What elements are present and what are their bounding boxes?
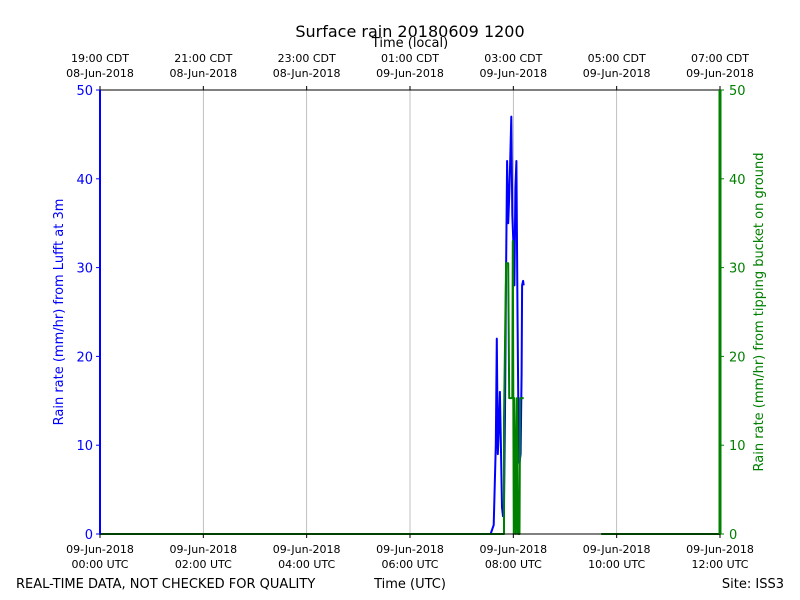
x-axis-top-label: Time (local) — [371, 36, 448, 51]
tipping-bucket-rain-line — [601, 90, 721, 535]
right-y-tick-label: 40 — [729, 173, 746, 188]
top-x-tick-label-time: 21:00 CDT — [174, 52, 232, 65]
axes-layer: 0 0 10 10 20 20 30 30 40 40 50 50 09-Jun-2018 00:00 U… — [66, 52, 754, 571]
site-label: Site: ISS3 — [722, 577, 784, 592]
bottom-x-tick-label-time: 04:00 UTC — [278, 558, 335, 571]
right-y-tick-label: 50 — [729, 84, 746, 99]
bottom-x-tick-label-date: 09-Jun-2018 — [66, 543, 134, 556]
bottom-x-tick-label-date: 09-Jun-2018 — [686, 543, 754, 556]
y-axis-left-label: Rain rate (mm/hr) from Lufft at 3m — [52, 199, 67, 426]
bottom-x-tick-label-date: 09-Jun-2018 — [583, 543, 651, 556]
top-x-tick-label-date: 08-Jun-2018 — [273, 67, 341, 80]
top-x-tick-label-time: 19:00 CDT — [71, 52, 129, 65]
y-axis-right-label: Rain rate (mm/hr) from tipping bucket on… — [752, 153, 767, 472]
left-y-tick-label: 40 — [76, 173, 93, 188]
right-y-tick-label: 10 — [729, 439, 746, 454]
bottom-x-tick-label-date: 09-Jun-2018 — [273, 543, 341, 556]
left-y-tick-label: 20 — [76, 350, 93, 365]
bottom-x-tick-label-time: 10:00 UTC — [588, 558, 645, 571]
tipping-bucket-rain-line — [100, 240, 524, 535]
lufft-rain-line — [99, 90, 525, 535]
bottom-x-tick-label-time: 06:00 UTC — [381, 558, 438, 571]
bottom-x-tick-label-date: 09-Jun-2018 — [169, 543, 237, 556]
top-x-tick-label-date: 08-Jun-2018 — [66, 67, 134, 80]
right-y-tick-label: 20 — [729, 350, 746, 365]
grid-layer — [202, 90, 618, 534]
top-x-tick-label-date: 09-Jun-2018 — [686, 67, 754, 80]
top-x-tick-label-time: 23:00 CDT — [278, 52, 336, 65]
bottom-x-tick-label-time: 08:00 UTC — [485, 558, 542, 571]
right-y-tick-label: 30 — [729, 262, 746, 277]
left-y-tick-label: 30 — [76, 262, 93, 277]
top-x-tick-label-time: 03:00 CDT — [484, 52, 542, 65]
bottom-x-tick-label-time: 12:00 UTC — [691, 558, 748, 571]
quality-disclaimer: REAL-TIME DATA, NOT CHECKED FOR QUALITY — [16, 577, 315, 592]
left-y-tick-label: 0 — [85, 528, 93, 543]
top-x-tick-label-date: 08-Jun-2018 — [169, 67, 237, 80]
top-x-tick-label-date: 09-Jun-2018 — [583, 67, 651, 80]
top-x-tick-label-time: 05:00 CDT — [588, 52, 646, 65]
top-x-tick-label-date: 09-Jun-2018 — [376, 67, 444, 80]
bottom-x-tick-label-time: 02:00 UTC — [175, 558, 232, 571]
left-y-tick-label: 10 — [76, 439, 93, 454]
x-axis-bottom-label: Time (UTC) — [373, 577, 446, 592]
top-x-tick-label-time: 07:00 CDT — [691, 52, 749, 65]
bottom-x-tick-label-time: 00:00 UTC — [71, 558, 128, 571]
top-x-tick-label-time: 01:00 CDT — [381, 52, 439, 65]
right-y-tick-label: 0 — [729, 528, 737, 543]
bottom-x-tick-label-date: 09-Jun-2018 — [376, 543, 444, 556]
chart-title: Surface rain 20180609 1200 — [295, 22, 524, 41]
bottom-x-tick-label-date: 09-Jun-2018 — [479, 543, 547, 556]
left-y-tick-label: 50 — [76, 84, 93, 99]
top-x-tick-label-date: 09-Jun-2018 — [479, 67, 547, 80]
